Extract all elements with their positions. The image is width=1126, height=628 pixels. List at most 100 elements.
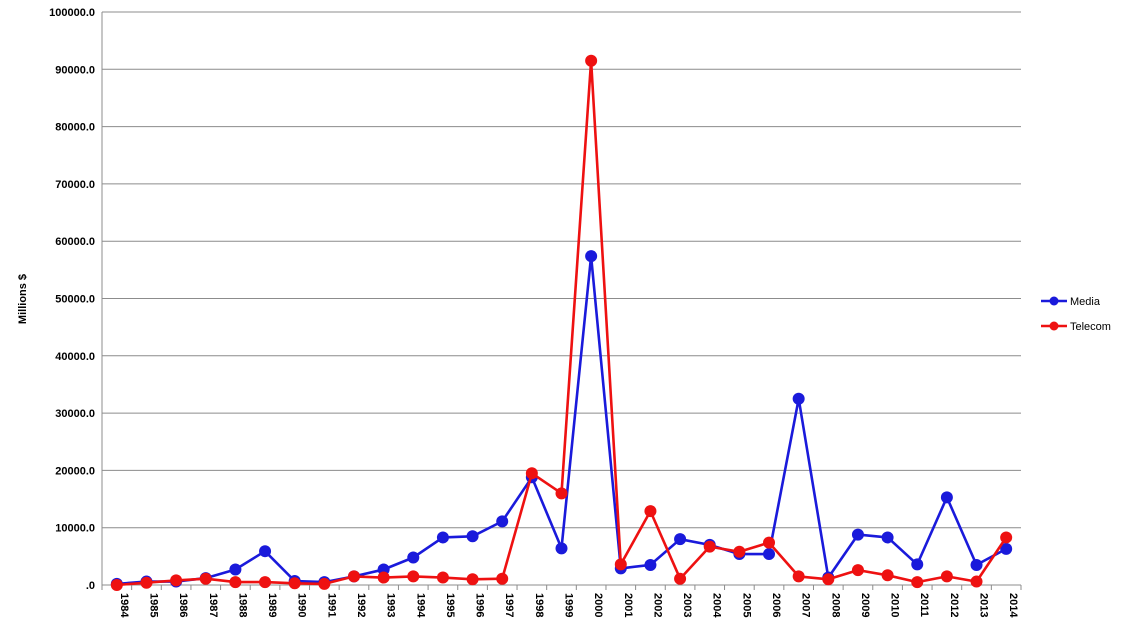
data-point-media	[407, 551, 420, 564]
data-point-telecom	[851, 564, 864, 577]
x-tick-label: 1992	[355, 593, 367, 617]
data-point-media	[792, 392, 805, 405]
x-tick-label: 2011	[918, 593, 930, 617]
x-tick-label: 1994	[414, 593, 426, 618]
data-point-telecom	[347, 570, 360, 583]
x-tick-label: 2008	[829, 593, 841, 617]
data-point-telecom	[703, 540, 716, 553]
gridlines	[102, 11, 1021, 529]
x-tick-label: 1989	[266, 593, 278, 617]
x-tick-label: 2001	[622, 593, 634, 617]
data-point-media	[496, 515, 509, 528]
data-point-telecom	[763, 536, 776, 549]
y-tick-label: 50000.0	[55, 294, 95, 306]
data-point-telecom	[911, 576, 924, 589]
y-tick-label: 20000.0	[55, 465, 95, 477]
y-tick-label: 70000.0	[55, 179, 95, 191]
data-point-telecom	[170, 574, 183, 587]
data-point-telecom	[733, 545, 746, 558]
x-tick-label: 2013	[978, 593, 990, 617]
data-point-media	[851, 528, 864, 541]
data-point-telecom	[940, 570, 953, 583]
x-tick-label: 2010	[889, 593, 901, 617]
data-point-telecom	[466, 573, 479, 586]
data-point-media	[881, 531, 894, 544]
x-tick-label: 1993	[385, 593, 397, 617]
x-tick-label: 2004	[711, 593, 723, 618]
data-point-telecom	[199, 572, 212, 585]
data-point-telecom	[110, 579, 123, 591]
x-tick-label: 2006	[770, 593, 782, 617]
legend: Media Telecom	[1041, 296, 1111, 333]
x-tick-label: 2005	[740, 593, 752, 617]
y-tick-label: .0	[86, 580, 95, 592]
data-point-telecom	[1000, 531, 1013, 544]
x-tick-label: 2000	[592, 593, 604, 617]
x-tick-label: 2007	[800, 593, 812, 617]
data-point-telecom	[881, 569, 894, 582]
data-point-media	[466, 530, 479, 543]
series-line-telecom	[116, 59, 1008, 587]
series-group	[110, 54, 1013, 591]
data-point-telecom	[822, 573, 835, 586]
data-point-telecom	[259, 576, 272, 589]
data-point-media	[763, 548, 776, 561]
y-tick-label: 40000.0	[55, 351, 95, 363]
data-point-telecom	[377, 571, 390, 584]
data-point-telecom	[436, 571, 449, 584]
y-tick-label: 90000.0	[55, 64, 95, 76]
x-tick-label: 1991	[325, 593, 337, 617]
data-point-telecom	[229, 576, 242, 589]
data-point-telecom	[525, 467, 538, 480]
data-point-media	[644, 558, 657, 571]
legend-marker	[1049, 296, 1059, 306]
x-tick-label: 1995	[444, 593, 456, 617]
series-line-media	[116, 254, 1007, 586]
x-tick-label: 1996	[474, 593, 486, 617]
data-point-telecom	[792, 570, 805, 583]
x-tick-label: 2003	[681, 593, 693, 617]
data-point-telecom	[970, 575, 983, 588]
data-point-telecom	[407, 570, 420, 583]
data-point-media	[555, 542, 568, 555]
y-tick-label: 60000.0	[55, 236, 95, 248]
data-point-telecom	[555, 487, 568, 500]
data-point-telecom	[585, 54, 598, 67]
y-tick-labels: .0 10000.0 20000.0 30000.0 40000.0 50000.0 600…	[49, 7, 95, 592]
x-tick-label: 1988	[236, 593, 248, 617]
data-point-media	[436, 531, 449, 544]
x-tick-label: 1998	[533, 593, 545, 617]
x-tick-label: 1984	[118, 593, 130, 618]
x-tick-label: 1985	[147, 593, 159, 617]
x-tick-label: 1987	[207, 593, 219, 617]
legend-marker	[1049, 321, 1059, 331]
series-telecom	[110, 54, 1013, 591]
data-point-media	[940, 491, 953, 504]
x-tick-label: 1990	[296, 593, 308, 617]
y-tick-label: 80000.0	[55, 122, 95, 134]
data-point-media	[674, 533, 687, 546]
data-point-telecom	[140, 576, 153, 589]
legend-item-telecom: Telecom	[1041, 321, 1111, 333]
data-point-media	[1000, 542, 1013, 555]
legend-item-media: Media	[1041, 296, 1101, 308]
y-tick-label: 10000.0	[55, 523, 95, 535]
data-point-media	[585, 250, 598, 263]
x-tick-label: 2002	[651, 593, 663, 617]
x-tick-label: 1997	[503, 593, 515, 617]
x-tick-label: 2012	[948, 593, 960, 617]
x-tick-label: 2009	[859, 593, 871, 617]
data-point-media	[229, 563, 242, 576]
axes	[101, 12, 1022, 590]
data-point-telecom	[288, 577, 301, 590]
y-axis-label: Millions $	[17, 274, 29, 324]
legend-label: Media	[1070, 296, 1101, 308]
data-point-telecom	[614, 558, 627, 571]
data-point-media	[259, 545, 272, 558]
data-point-telecom	[496, 572, 509, 585]
y-tick-label: 100000.0	[49, 7, 95, 19]
x-tick-label: 1986	[177, 593, 189, 617]
x-tick-labels: 1984 1985 1986 1987 1988 1989 1990 1991 1992 1993…	[118, 593, 1019, 618]
series-media	[110, 250, 1013, 590]
